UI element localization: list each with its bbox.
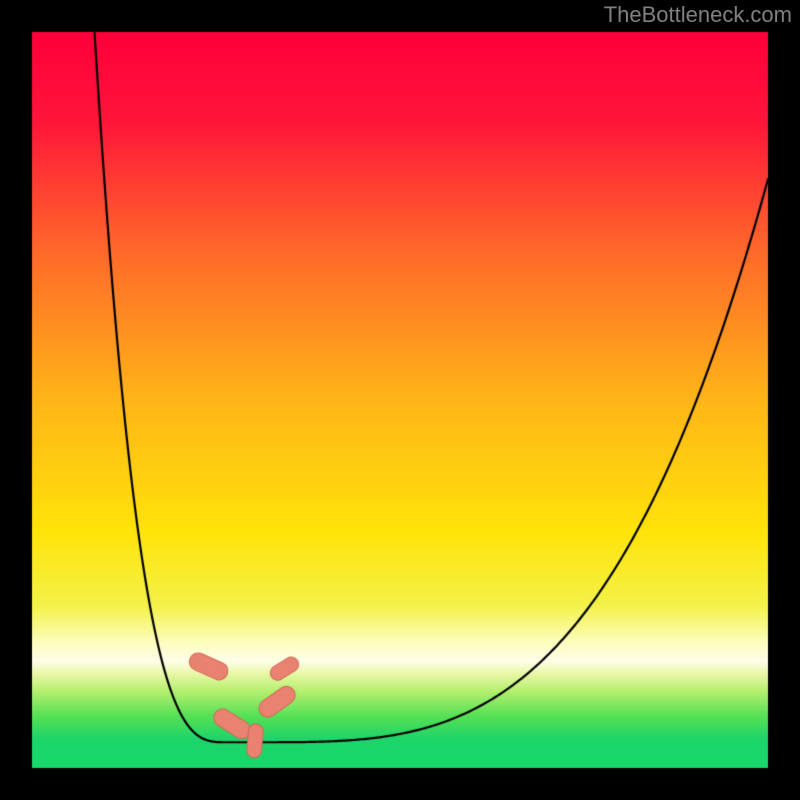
bottleneck-curve [0, 0, 800, 800]
watermark-label: TheBottleneck.com [604, 2, 792, 28]
chart-stage: TheBottleneck.com [0, 0, 800, 800]
